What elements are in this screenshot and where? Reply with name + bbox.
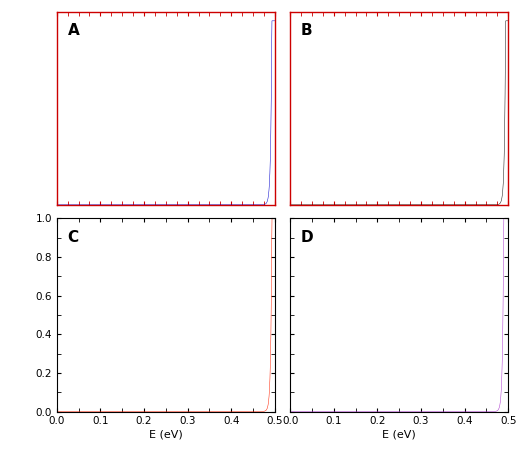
Text: B: B <box>301 23 313 38</box>
X-axis label: E (eV): E (eV) <box>149 429 183 439</box>
Text: D: D <box>301 230 314 245</box>
X-axis label: E (eV): E (eV) <box>382 429 416 439</box>
Text: C: C <box>68 230 79 245</box>
Text: A: A <box>68 23 79 38</box>
